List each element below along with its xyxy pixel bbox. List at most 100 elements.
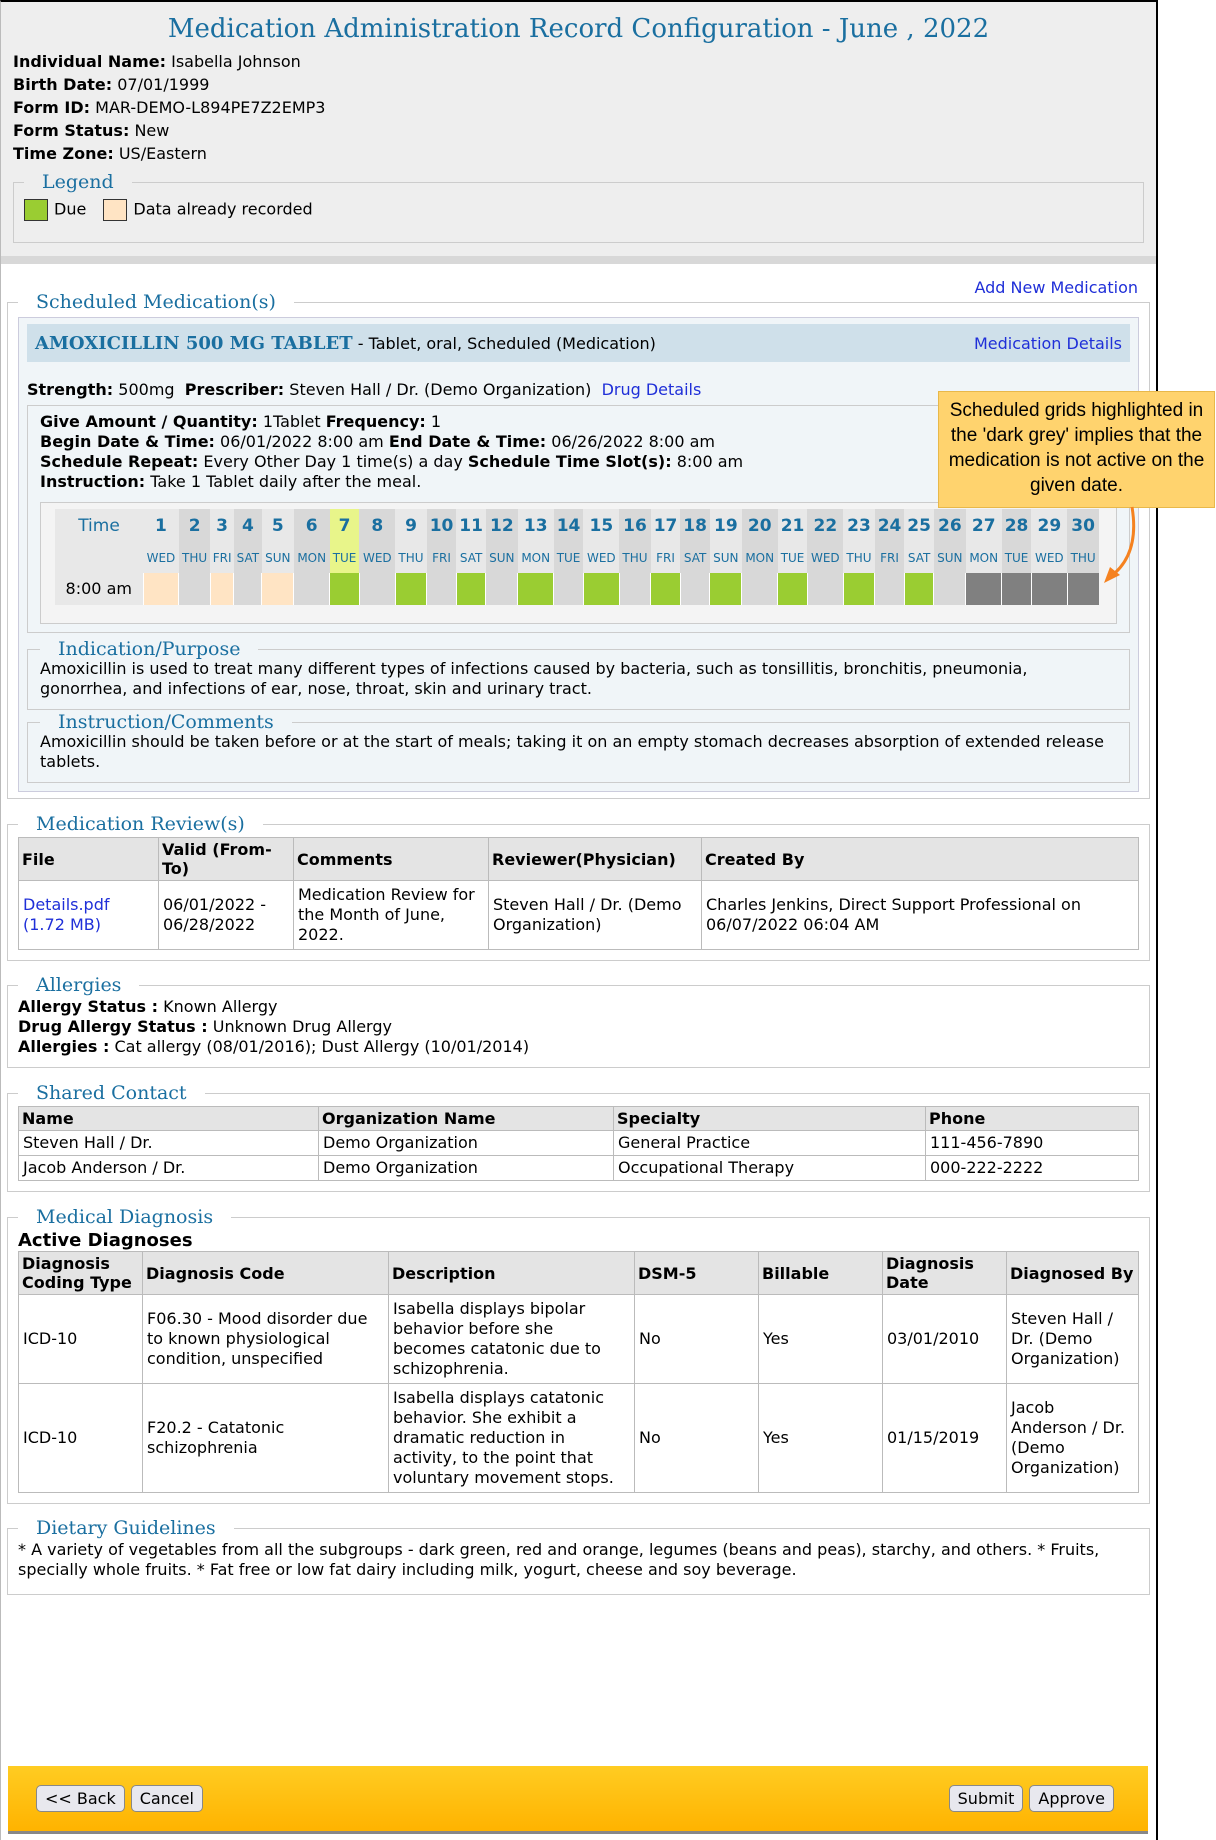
section-title: Medication Review(s) [36,813,245,835]
submit-button[interactable]: Submit [948,1785,1024,1812]
table-row: ICD-10 F06.30 - Mood disorder due to know… [18,1294,1139,1384]
schedule-cell-recorded[interactable] [142,573,179,605]
day-number: 11 [456,509,486,543]
schedule-cell-due[interactable] [650,573,681,605]
schedule-cell-none[interactable] [618,573,651,605]
section-title: Medical Diagnosis [36,1206,214,1228]
cell-text: No [639,1428,661,1447]
medication-details-link[interactable]: Medication Details [973,333,1122,353]
cell-text: No [639,1329,661,1348]
back-button[interactable]: << Back [36,1785,125,1812]
file-link[interactable]: Details.pdf (1.72 MB) [23,895,110,934]
schedule-cell-none[interactable] [874,573,905,605]
schedule-cell-due[interactable] [394,573,427,605]
table-row: Steven Hall / Dr. Demo Organization Genera… [18,1130,1139,1156]
info-row: Individual Name: Isabella Johnson [13,50,1144,73]
schedule-cell-inactive[interactable] [1066,573,1099,605]
day-number: 1 [143,509,179,543]
cell-text: Steven Hall / Dr. (Demo Organization) [1011,1309,1120,1368]
add-new-medication-link[interactable]: Add New Medication [974,278,1138,297]
give-value: 1Tablet [262,412,321,431]
schedule-cell-due[interactable] [842,573,875,605]
info-row: Birth Date: 07/01/1999 [13,73,1144,96]
day-number: 12 [485,509,518,543]
schedule-cell-none[interactable] [933,573,966,605]
schedule-grid: Time 1 2 3 4 5 6 7 8 9 10 11 12 13 14 15 16 17 18 19 20 21 22 2… [40,502,1117,624]
day-weekday: WED [143,543,179,573]
day-weekday: MON [517,543,554,573]
medication-name: AMOXICILLIN 500 MG TABLET [35,332,353,354]
day-number: 7 [329,509,360,543]
info-label: Form Status: [13,121,130,140]
schedule-cell-inactive[interactable] [965,573,1002,605]
day-weekday: WED [807,543,844,573]
table-cell: Jacob Anderson / Dr. [18,1155,319,1181]
end-value: 06/26/2022 8:00 am [551,432,715,451]
schedule-cell-none[interactable] [553,573,584,605]
day-number: 13 [517,509,554,543]
day-number: 10 [426,509,457,543]
schedule-cell-due[interactable] [582,573,620,605]
day-weekday: SUN [485,543,518,573]
cell-text: 111-456-7890 [930,1133,1044,1152]
repeat-label: Schedule Repeat: [40,452,199,471]
schedule-cell-none[interactable] [293,573,330,605]
schedule-cell-none[interactable] [679,573,710,605]
cell-text: Isabella displays bipolar behavior befor… [393,1299,601,1378]
info-row: Form ID: MAR-DEMO-L894PE7Z2EMP3 [13,96,1144,119]
day-number: 8 [359,509,396,543]
schedule-details: Give Amount / Quantity: 1Tablet Frequenc… [27,405,1130,633]
day-number: 26 [933,509,966,543]
day-weekday: THU [619,543,651,573]
dietary-text: * A variety of vegetables from all the s… [18,1540,1100,1579]
schedule-cell-none[interactable] [358,573,396,605]
schedule-cell-due[interactable] [903,573,934,605]
schedule-cell-due[interactable] [455,573,486,605]
schedule-cell-none[interactable] [741,573,778,605]
schedule-cell-none[interactable] [806,573,844,605]
schedule-cell-recorded[interactable] [261,573,294,605]
prescriber-value: Steven Hall / Dr. (Demo Organization) [289,380,592,399]
cell-text: 000-222-2222 [930,1158,1044,1177]
day-number: 5 [261,509,294,543]
table-cell: 03/01/2010 [882,1294,1007,1384]
day-number: 29 [1031,509,1068,543]
schedule-cell-due[interactable] [517,573,554,605]
cancel-button[interactable]: Cancel [130,1785,203,1812]
indication-title: Indication/Purpose [58,638,241,660]
schedule-cell-due[interactable] [777,573,808,605]
schedule-cell-due[interactable] [329,573,360,605]
day-weekday: SAT [233,543,262,573]
comments-section: Instruction/Comments Amoxicillin should b… [27,712,1130,783]
day-number: 23 [843,509,875,543]
schedule-cell-due[interactable] [709,573,742,605]
schedule-cell-inactive[interactable] [1001,573,1032,605]
day-weekday: SUN [933,543,966,573]
day-weekday: MON [965,543,1002,573]
freq-value: 1 [430,412,442,431]
drug-details-link[interactable]: Drug Details [601,380,702,399]
schedule-cell-none[interactable] [485,573,518,605]
column-header: Organization Name [318,1106,614,1131]
cell-text: Charles Jenkins, Direct Support Professi… [706,895,1081,934]
day-weekday: TUE [777,543,808,573]
cell-text: Steven Hall / Dr. (Demo Organization) [493,895,682,934]
info-row: Form Status: New [13,119,1144,142]
column-header: Description [388,1251,635,1295]
schedule-cell-inactive[interactable] [1030,573,1068,605]
schedule-cell-none[interactable] [178,573,211,605]
contacts-table: Name Organization Name Specialty Phone Steve… [18,1106,1139,1181]
schedule-cell-none[interactable] [426,573,457,605]
column-header: Diagnosis Code [142,1251,389,1295]
approve-button[interactable]: Approve [1029,1785,1114,1812]
schedule-cell-none[interactable] [233,573,262,605]
schedule-cell-recorded[interactable] [209,573,234,605]
cell-text: Steven Hall / Dr. [23,1133,153,1152]
repeat-value: Every Other Day 1 time(s) a day [203,452,463,471]
column-header: Valid (From-To) [158,837,294,881]
column-header: DSM-5 [634,1251,759,1295]
day-number: 25 [904,509,934,543]
dietary-section: Dietary Guidelines * A variety of vegeta… [7,1518,1150,1595]
cell-text: Isabella displays catatonic behavior. Sh… [393,1388,614,1487]
table-cell: Steven Hall / Dr. (Demo Organization) [488,880,702,950]
